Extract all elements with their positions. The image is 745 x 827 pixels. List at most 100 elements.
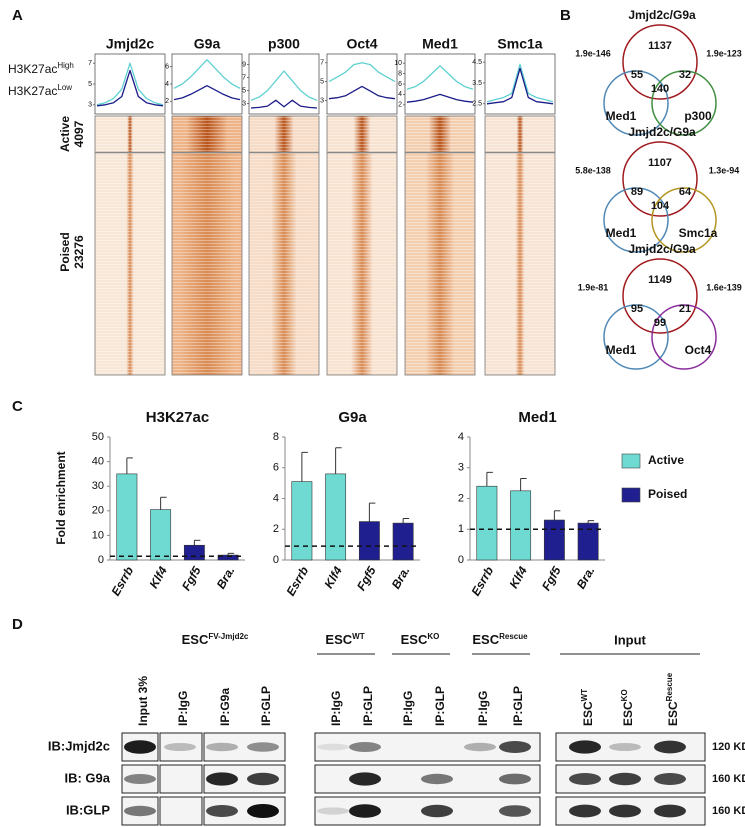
profile-line: [173, 59, 241, 89]
blot-band: [206, 742, 238, 752]
profile-line: [96, 69, 164, 107]
blot-band: [654, 740, 686, 754]
lane-label-base: ESC: [666, 701, 680, 726]
blot-band: [317, 807, 349, 815]
track-name: Smc1a: [497, 36, 542, 52]
profile-line: [96, 62, 164, 106]
lane-label: ESCRescue: [665, 672, 681, 726]
venn-count: 21: [679, 303, 691, 315]
venn-count: 89: [631, 186, 643, 198]
venn-count: 32: [679, 69, 691, 81]
lane-label-sup: KO: [620, 689, 629, 701]
profile-frame: [484, 53, 556, 115]
legend-low-base: H3K27ac: [8, 84, 57, 98]
y-tick-label: 10: [394, 60, 402, 67]
venn-set-label: Jmjd2c/G9a: [628, 8, 696, 22]
bar: [510, 490, 532, 561]
legend-label: Active: [648, 453, 684, 467]
blot-band: [499, 741, 531, 753]
y-tick-label: 2: [398, 102, 402, 109]
y-tick-label: 6: [398, 81, 402, 88]
group-label: Poised: [58, 232, 72, 271]
y-tick-label: 0: [98, 554, 104, 566]
venn-circle: [622, 24, 698, 100]
y-tick-label: 4: [458, 431, 464, 443]
heatmap-texture: [249, 116, 319, 375]
blot-band: [569, 740, 601, 754]
y-tick-label: 3.5: [472, 80, 482, 87]
y-tick-label: 40: [92, 456, 104, 468]
blot-band: [206, 772, 238, 786]
blot-band: [569, 804, 601, 818]
legend-low: H3K27acLow: [8, 83, 72, 99]
profile-line: [486, 63, 554, 103]
lane-label: ESCWT: [580, 689, 596, 726]
legend-high: H3K27acHigh: [8, 61, 74, 77]
y-tick-label: 5: [242, 87, 246, 94]
y-tick-label: 20: [92, 505, 104, 517]
heatmap-texture: [485, 116, 555, 375]
row-label: IB:Jmjd2c: [48, 738, 110, 753]
legend-label: Poised: [648, 487, 687, 501]
bar: [392, 522, 414, 561]
venn-count: 64: [679, 186, 692, 198]
group-header: ESCWT: [325, 632, 364, 648]
blot-band: [654, 804, 686, 818]
profile-frame: [248, 53, 320, 115]
lane-label: IP:IgG: [176, 691, 190, 726]
blot-panel: [159, 732, 203, 762]
group-header-sup: Rescue: [499, 632, 528, 641]
group-label: Active: [58, 116, 72, 152]
bar: [183, 544, 205, 561]
y-tick-label: 8: [273, 431, 279, 443]
legend-low-sup: Low: [57, 83, 72, 92]
lane-label: IP:IgG: [476, 691, 490, 726]
heatmap-texture: [405, 116, 475, 375]
y-tick-label: 7: [320, 60, 324, 67]
y-tick-label: 2.5: [472, 101, 482, 108]
y-tick-label: 7: [242, 74, 246, 81]
heatmap-frame: [248, 115, 320, 376]
panel-letter: C: [12, 398, 23, 415]
lane-label: IP:GLP: [511, 686, 525, 726]
bar: [116, 473, 138, 561]
y-tick-label: 7: [88, 60, 92, 67]
venn-circle: [651, 187, 717, 253]
y-tick-label: 5: [88, 81, 92, 88]
p-value: 1.3e-94: [709, 165, 740, 175]
lane-label-base: ESC: [581, 701, 595, 726]
profile-frame: [326, 53, 398, 115]
blot-band: [349, 772, 381, 786]
blot-band: [206, 805, 238, 817]
y-tick-label: 3: [458, 462, 464, 474]
row-label: IB: G9a: [64, 770, 110, 785]
venn-count: 140: [651, 83, 669, 95]
group-header-sup: FV-Jmjd2c: [208, 632, 249, 641]
blot-band: [349, 804, 381, 818]
y-tick-label: 2: [273, 523, 279, 535]
blot-band: [609, 743, 641, 751]
lane-label: IP:G9a: [218, 688, 232, 726]
profile-line: [250, 99, 318, 109]
profile-line: [406, 65, 474, 90]
venn-set-label: Med1: [606, 226, 637, 240]
panel-letter: B: [560, 7, 571, 24]
venn-circle: [651, 304, 717, 370]
bar: [543, 519, 565, 561]
y-tick-label: 4: [398, 91, 402, 98]
track-name: G9a: [194, 36, 221, 52]
legend-high-sup: High: [57, 61, 73, 70]
legend-high-base: H3K27ac: [8, 62, 57, 76]
y-tick-label: 6: [165, 64, 169, 71]
y-tick-label: 3: [242, 100, 246, 107]
p-value: 1.6e-139: [706, 282, 742, 292]
y-tick-label: 1: [458, 523, 464, 535]
blot-band: [609, 772, 641, 786]
chart-title: Med1: [518, 409, 556, 426]
profile-line: [406, 93, 474, 103]
blot-band: [247, 742, 279, 752]
venn-circle: [603, 304, 669, 370]
venn-circle: [603, 70, 669, 136]
profile-line: [328, 62, 396, 83]
